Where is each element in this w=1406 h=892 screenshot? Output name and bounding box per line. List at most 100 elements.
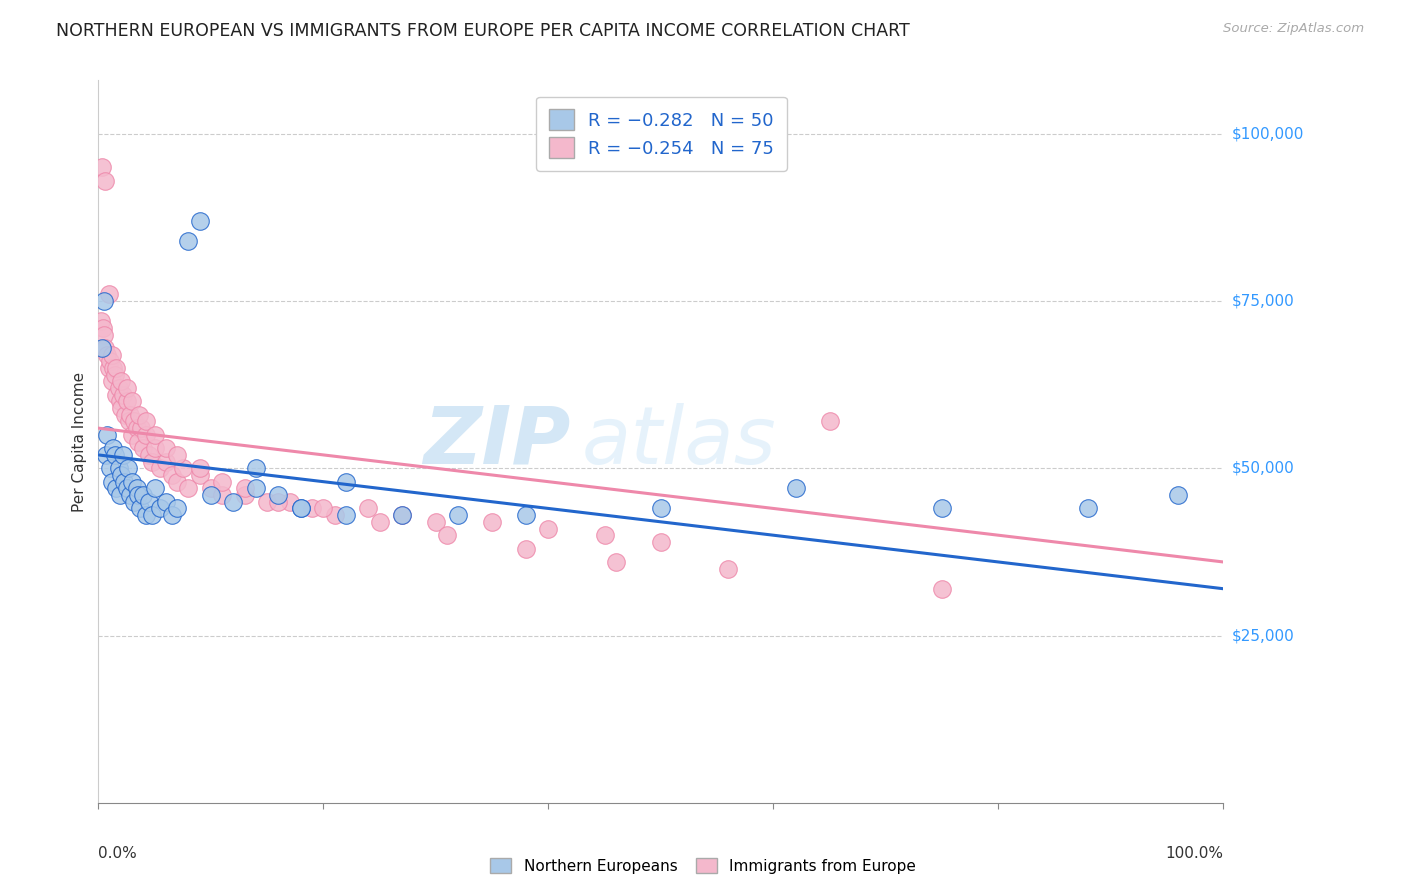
Point [515, 541, 537, 556]
Text: NORTHERN EUROPEAN VS IMMIGRANTS FROM EUROPE PER CAPITA INCOME CORRELATION CHART: NORTHERN EUROPEAN VS IMMIGRANTS FROM EUR… [56, 22, 910, 40]
Point [94, 173, 117, 188]
Point [110, 401, 132, 416]
Point [605, 555, 627, 569]
Point [537, 521, 560, 535]
Point [93, 327, 115, 342]
Point [138, 494, 160, 508]
Point [125, 421, 148, 435]
Point [129, 501, 152, 516]
Point [188, 467, 211, 482]
Point [118, 488, 141, 502]
Text: $25,000: $25,000 [1232, 628, 1295, 643]
Point [650, 534, 672, 549]
Point [188, 461, 211, 475]
Point [135, 427, 157, 442]
Point [101, 441, 124, 455]
Point [107, 381, 129, 395]
Point [110, 375, 132, 389]
Point [301, 501, 323, 516]
Legend: Northern Europeans, Immigrants from Europe: Northern Europeans, Immigrants from Euro… [484, 852, 922, 880]
Point [124, 494, 146, 508]
Point [425, 515, 447, 529]
Y-axis label: Per Capita Income: Per Capita Income [72, 371, 87, 512]
Point [101, 375, 124, 389]
Point [121, 394, 143, 409]
Point [138, 448, 160, 462]
Point [290, 501, 312, 516]
Point [436, 528, 458, 542]
Point [112, 387, 135, 401]
Point [931, 501, 953, 516]
Point [357, 501, 380, 516]
Point [121, 427, 143, 442]
Text: Source: ZipAtlas.com: Source: ZipAtlas.com [1223, 22, 1364, 36]
Point [149, 461, 172, 475]
Point [211, 488, 233, 502]
Point [166, 475, 188, 489]
Point [115, 394, 138, 409]
Point [98, 461, 121, 475]
Point [166, 448, 188, 462]
Point [233, 482, 256, 496]
Point [391, 508, 413, 523]
Point [108, 394, 131, 409]
Point [323, 508, 346, 523]
Point [166, 501, 188, 516]
Point [188, 213, 211, 227]
Point [129, 421, 152, 435]
Point [127, 488, 149, 502]
Point [143, 482, 166, 496]
Point [200, 482, 222, 496]
Point [143, 441, 166, 455]
Point [107, 461, 129, 475]
Point [717, 562, 740, 576]
Point [211, 475, 233, 489]
Point [96, 348, 118, 362]
Point [101, 361, 124, 376]
Point [391, 508, 413, 523]
Point [135, 508, 157, 523]
Point [368, 515, 391, 529]
Point [117, 461, 139, 475]
Text: $100,000: $100,000 [1232, 127, 1303, 141]
Point [278, 494, 301, 508]
Point [108, 488, 131, 502]
Point [335, 508, 357, 523]
Point [267, 488, 290, 502]
Point [128, 408, 150, 422]
Point [785, 482, 807, 496]
Point [132, 441, 155, 455]
Point [290, 501, 312, 516]
Point [105, 482, 128, 496]
Point [93, 293, 115, 308]
Point [650, 501, 672, 516]
Point [160, 508, 183, 523]
Text: $75,000: $75,000 [1232, 293, 1295, 309]
Point [96, 427, 118, 442]
Point [256, 494, 278, 508]
Point [98, 354, 121, 368]
Text: 100.0%: 100.0% [1166, 847, 1223, 861]
Text: ZIP: ZIP [423, 402, 571, 481]
Point [97, 287, 120, 301]
Point [97, 361, 120, 376]
Point [233, 488, 256, 502]
Point [245, 461, 267, 475]
Point [931, 582, 953, 596]
Point [94, 341, 117, 355]
Point [155, 454, 177, 469]
Point [101, 475, 124, 489]
Point [160, 467, 183, 482]
Point [96, 448, 118, 462]
Point [149, 501, 172, 516]
Point [104, 368, 127, 382]
Point [245, 482, 267, 496]
Point [200, 488, 222, 502]
Point [1077, 501, 1099, 516]
Point [118, 408, 141, 422]
Point [91, 320, 114, 334]
Point [515, 508, 537, 523]
Point [155, 441, 177, 455]
Point [1167, 488, 1189, 502]
Point [124, 414, 146, 428]
